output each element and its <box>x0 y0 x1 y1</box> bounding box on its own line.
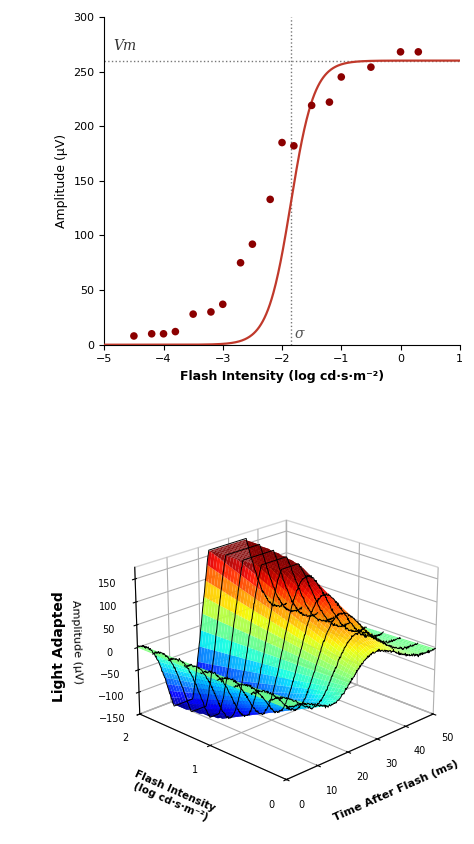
Y-axis label: Amplitude (μV): Amplitude (μV) <box>55 133 68 228</box>
Point <box>397 45 404 58</box>
X-axis label: Time After Flash (ms): Time After Flash (ms) <box>332 759 460 823</box>
Point <box>148 327 155 340</box>
Point <box>278 136 286 149</box>
Point <box>189 307 197 321</box>
Text: σ: σ <box>294 327 304 341</box>
Point <box>207 306 215 319</box>
Point <box>414 45 422 58</box>
Point <box>290 139 298 153</box>
X-axis label: Flash Intensity (log cd·s·m⁻²): Flash Intensity (log cd·s·m⁻²) <box>180 370 384 383</box>
Point <box>337 70 345 84</box>
Point <box>130 329 137 343</box>
Point <box>172 325 179 338</box>
Point <box>248 237 256 251</box>
Point <box>367 61 374 74</box>
Text: Vm: Vm <box>113 39 137 52</box>
Point <box>237 256 244 269</box>
Point <box>160 327 167 340</box>
Point <box>308 99 315 112</box>
Point <box>219 298 227 311</box>
Y-axis label: Flash Intensity
(log cd·s·m⁻²): Flash Intensity (log cd·s·m⁻²) <box>129 768 217 824</box>
Text: Light Adapted: Light Adapted <box>52 591 66 701</box>
Point <box>266 192 274 206</box>
Point <box>326 95 333 109</box>
